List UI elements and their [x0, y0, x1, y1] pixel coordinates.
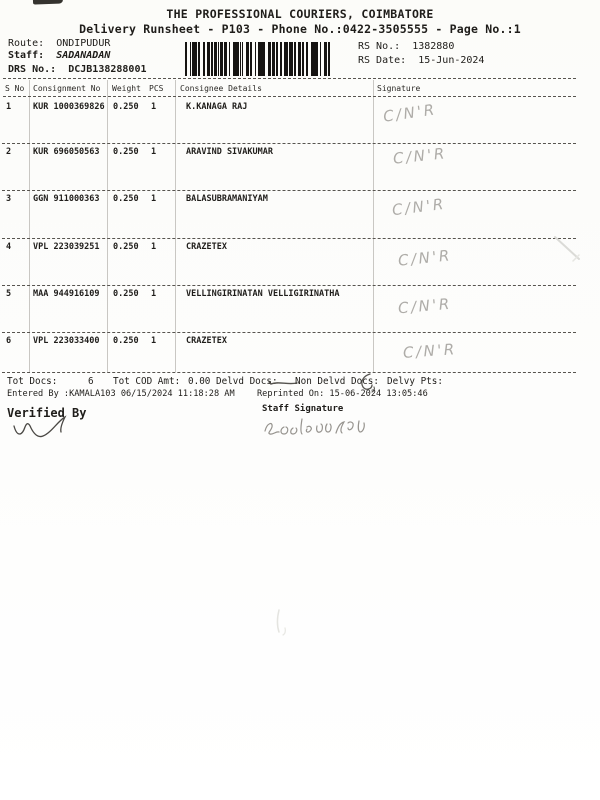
rs-date-value: 15-Jun-2024: [418, 55, 485, 66]
tot-docs-value: 6: [88, 376, 94, 387]
staff-line: Staff: SADANADAN: [8, 50, 110, 61]
row-pcs: 1: [151, 336, 157, 346]
scan-artifact: [32, 0, 64, 5]
rs-no-label: RS No.:: [358, 41, 407, 52]
staff-value: SADANADAN: [56, 50, 111, 61]
reprinted-on-line: Reprinted On: 15-06-2024 13:05:46: [257, 389, 428, 399]
drs-value: DCJB138288001: [68, 64, 147, 75]
row-consignee: CRAZETEX: [186, 336, 227, 346]
staff-signature: [264, 418, 365, 435]
verified-by-label: Verified By: [7, 406, 87, 420]
table-row: 3 GGN 911000363 0.250 1 BALASUBRAMANIYAM…: [2, 190, 576, 239]
divider: [3, 96, 576, 97]
row-pcs: 1: [151, 242, 157, 252]
barcode: [185, 42, 330, 76]
row-consignee: BALASUBRAMANIYAM: [186, 194, 268, 204]
verified-by-signature: [13, 415, 67, 438]
row-consignment-no: VPL 223033400: [33, 336, 100, 346]
handwritten-signature-mark: C/N'R: [397, 294, 453, 318]
row-consignee: CRAZETEX: [186, 242, 227, 252]
rs-no-line: RS No.: 1382880: [358, 41, 454, 52]
row-pcs: 1: [151, 289, 157, 299]
row-consignment-no: MAA 944916109: [33, 289, 100, 299]
route-line: Route: ONDIPUDUR: [8, 38, 110, 49]
table-row: 2 KUR 696050563 0.250 1 ARAVIND SIVAKUMA…: [2, 143, 576, 191]
page-subtitle: Delivery Runsheet - P103 - Phone No.:042…: [79, 22, 521, 36]
delvy-pts-label: Delvy Pts:: [387, 376, 443, 387]
route-label: Route:: [8, 38, 51, 49]
row-sno: 2: [6, 147, 12, 157]
divider: [3, 78, 576, 79]
page-title: THE PROFESSIONAL COURIERS, COIMBATORE: [166, 7, 434, 21]
rs-date-line: RS Date: 15-Jun-2024: [358, 55, 484, 66]
row-pcs: 1: [151, 147, 157, 157]
row-sno: 3: [6, 194, 12, 204]
row-sno: 1: [6, 102, 12, 112]
column-divider: [29, 80, 30, 372]
row-weight: 0.250: [113, 336, 139, 346]
handwritten-signature-mark: C/N'R: [391, 194, 447, 220]
column-divider: [175, 80, 176, 372]
column-divider: [373, 80, 374, 372]
handwritten-signature-mark: C/N'R: [402, 340, 458, 362]
col-header-pcs: PCS: [149, 84, 164, 93]
table-row: 4 VPL 223039251 0.250 1 CRAZETEX C/N'R: [2, 238, 576, 286]
row-weight: 0.250: [113, 102, 139, 112]
row-weight: 0.250: [113, 242, 139, 252]
staff-label: Staff:: [8, 50, 51, 61]
row-consignment-no: GGN 911000363: [33, 194, 100, 204]
handwritten-curl-mark: [361, 373, 375, 393]
row-consignee: ARAVIND SIVAKUMAR: [186, 147, 273, 157]
delvd-docs-label: Delvd Docs:: [216, 376, 278, 387]
col-header-consignee: Consignee Details: [180, 84, 262, 93]
route-value: ONDIPUDUR: [56, 38, 111, 49]
tot-cod-label: Tot COD Amt:: [113, 376, 181, 387]
row-sno: 4: [6, 242, 12, 252]
col-header-consignment: Consignment No: [33, 84, 101, 93]
stray-pen-mark: [554, 236, 580, 262]
non-delvd-docs-label: Non Delvd Docs:: [295, 376, 379, 387]
drs-label: DRS No.:: [8, 64, 63, 75]
row-weight: 0.250: [113, 147, 139, 157]
row-consignment-no: KUR 1000369826: [33, 102, 105, 112]
col-header-weight: Weight: [112, 84, 141, 93]
rs-date-label: RS Date:: [358, 55, 413, 66]
stray-faint-mark: [276, 609, 287, 636]
rs-no-value: 1382880: [412, 41, 455, 52]
row-consignment-no: VPL 223039251: [33, 242, 100, 252]
row-sno: 5: [6, 289, 12, 299]
handwritten-signature-mark: C/N'R: [392, 144, 448, 168]
entered-by-line: Entered By :KAMALA103 06/15/2024 11:18:2…: [7, 389, 235, 399]
col-header-sno: S No: [5, 84, 25, 93]
handwritten-signature-mark: C/N'R: [397, 246, 453, 270]
row-pcs: 1: [151, 194, 157, 204]
col-header-signature: Signature: [377, 84, 421, 93]
table-row: 1 KUR 1000369826 0.250 1 K.KANAGA RAJ C/…: [2, 98, 576, 144]
handwritten-dash-mark: [268, 381, 298, 385]
row-sno: 6: [6, 336, 12, 346]
row-consignee: K.KANAGA RAJ: [186, 102, 248, 112]
table-row: 5 MAA 944916109 0.250 1 VELLINGIRINATAN …: [2, 285, 576, 333]
row-consignment-no: KUR 696050563: [33, 147, 100, 157]
drs-line: DRS No.: DCJB138288001: [8, 64, 147, 75]
handwritten-signature-mark: C/N'R: [382, 100, 438, 126]
row-weight: 0.250: [113, 289, 139, 299]
row-weight: 0.250: [113, 194, 139, 204]
column-divider: [107, 80, 108, 372]
table-row: 6 VPL 223033400 0.250 1 CRAZETEX C/N'R: [2, 332, 576, 373]
row-pcs: 1: [151, 102, 157, 112]
tot-cod-value: 0.00: [188, 376, 211, 387]
row-consignee: VELLINGIRINATAN VELLIGIRINATHA: [186, 289, 340, 299]
staff-signature-label: Staff Signature: [262, 404, 344, 414]
tot-docs-label: Tot Docs:: [7, 376, 58, 387]
